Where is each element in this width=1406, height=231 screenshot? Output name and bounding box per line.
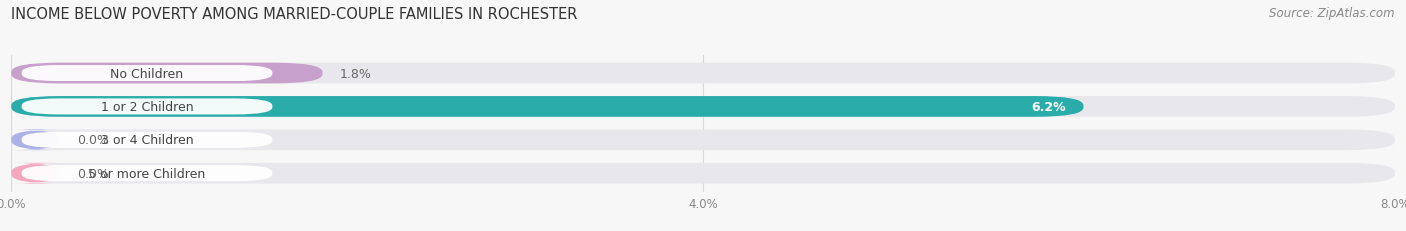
FancyBboxPatch shape	[11, 64, 1395, 84]
Text: Source: ZipAtlas.com: Source: ZipAtlas.com	[1270, 7, 1395, 20]
FancyBboxPatch shape	[11, 97, 1084, 117]
FancyBboxPatch shape	[11, 130, 1395, 151]
FancyBboxPatch shape	[11, 97, 1395, 117]
FancyBboxPatch shape	[21, 165, 273, 181]
Text: 6.2%: 6.2%	[1032, 100, 1066, 113]
FancyBboxPatch shape	[21, 66, 273, 82]
FancyBboxPatch shape	[11, 130, 59, 151]
Text: 0.0%: 0.0%	[77, 134, 108, 147]
FancyBboxPatch shape	[11, 163, 1395, 184]
Text: No Children: No Children	[111, 67, 184, 80]
Text: 3 or 4 Children: 3 or 4 Children	[101, 134, 193, 147]
FancyBboxPatch shape	[11, 163, 59, 184]
FancyBboxPatch shape	[21, 132, 273, 148]
Text: 1 or 2 Children: 1 or 2 Children	[101, 100, 193, 113]
Text: 5 or more Children: 5 or more Children	[89, 167, 205, 180]
FancyBboxPatch shape	[21, 99, 273, 115]
Text: INCOME BELOW POVERTY AMONG MARRIED-COUPLE FAMILIES IN ROCHESTER: INCOME BELOW POVERTY AMONG MARRIED-COUPL…	[11, 7, 578, 22]
Text: 0.0%: 0.0%	[77, 167, 108, 180]
Text: 1.8%: 1.8%	[340, 67, 371, 80]
FancyBboxPatch shape	[11, 64, 322, 84]
